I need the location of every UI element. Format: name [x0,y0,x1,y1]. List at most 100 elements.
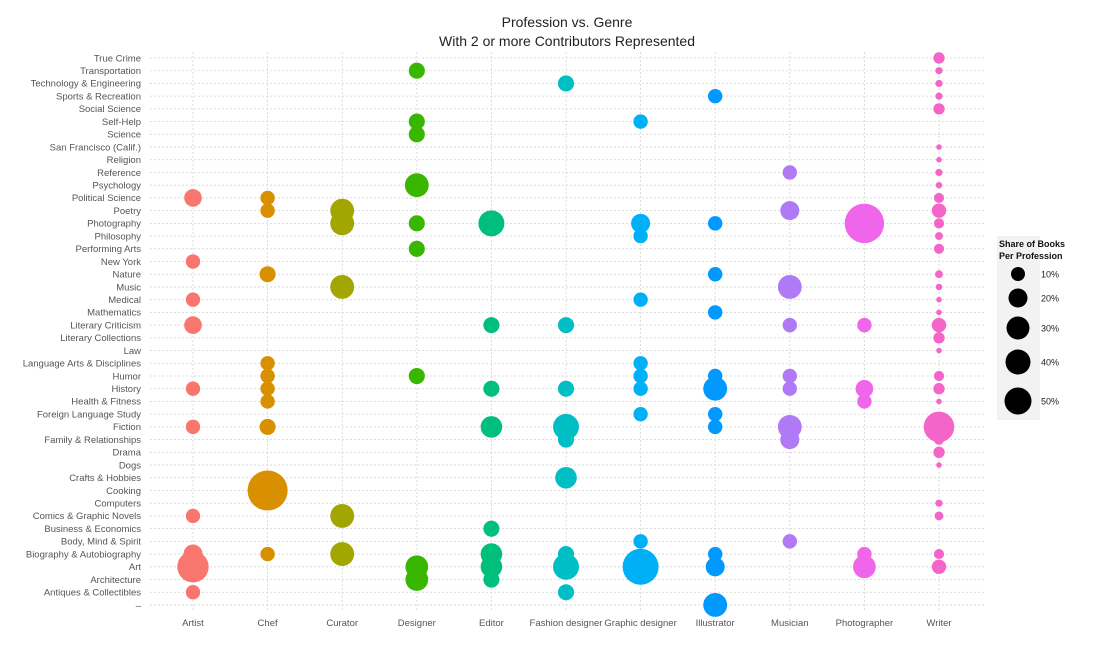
x-tick-label: Chef [258,618,278,629]
x-tick-label: Writer [926,618,951,629]
bubble [933,332,945,344]
bubble [480,556,503,578]
bubble [936,309,942,316]
bubble [553,553,579,580]
bubble [708,88,723,104]
y-tick-label: True Crime [94,53,141,64]
bubble [260,203,275,218]
bubble [631,213,651,233]
legend-circle [1004,387,1032,415]
bubble [260,356,275,371]
x-tick-label: Editor [479,618,504,629]
bubble [185,585,201,600]
legend-title-line1: Share of Books [999,239,1065,249]
x-axis-tick-labels: Artist Chef Curator Designer Editor Fashion d… [182,618,951,629]
bubble [933,383,945,395]
bubble [478,210,505,237]
y-tick-label: – [136,600,142,611]
bubble [260,381,275,396]
chart-title: Profession vs. Genre [502,14,633,30]
y-tick-label: Self-Help [102,117,141,128]
bubble [936,347,942,354]
bubble [633,114,648,129]
bubble [708,546,723,562]
bubble [259,418,276,435]
y-tick-label: San Francisco (Calif.) [50,142,141,153]
y-tick-label: Law [124,346,142,357]
bubble [708,216,723,231]
bubble [557,317,575,334]
bubble [935,181,943,189]
y-tick-label: Medical [108,295,141,306]
bubble [408,126,425,143]
bubble [857,394,872,409]
y-tick-label: Art [129,562,142,573]
legend-label: 30% [1041,323,1059,333]
bubble [247,470,288,511]
x-tick-label: Illustrator [696,618,735,629]
bubble [405,568,429,591]
y-tick-label: Dogs [119,460,141,471]
bubble [935,499,943,507]
bubble [633,228,648,244]
y-axis-tick-labels: True Crime Transportation Technology & Eng… [23,53,142,611]
y-tick-label: Performing Arts [76,244,142,255]
bubble [330,211,355,236]
bubble [708,406,723,422]
bubble [936,398,942,405]
bubble [933,434,945,445]
y-tick-label: Family & Relationships [44,435,141,446]
bubble [408,367,425,385]
y-tick-label: Mathematics [87,308,141,319]
bubble [177,551,209,583]
y-tick-label: Architecture [90,575,141,586]
bubble [782,317,797,333]
bubble [933,446,945,459]
bubble [933,548,945,560]
y-tick-label: Comics & Graphic Novels [33,511,141,522]
bubble [633,292,648,307]
bubble [408,215,425,232]
bubble [931,203,947,218]
bubble [933,52,945,64]
x-tick-label: Musician [771,618,809,629]
bubble [933,218,945,229]
legend-label: 20% [1041,293,1059,303]
y-tick-label: Language Arts & Disciplines [23,359,142,370]
bubble [782,368,797,384]
bubble [330,503,355,528]
bubble [935,232,943,241]
y-tick-label: Humor [112,371,141,382]
legend-title-line2: Per Profession [999,251,1063,261]
y-tick-label: Foreign Language Study [37,409,141,420]
y-tick-label: Photography [87,219,141,230]
y-tick-label: Literary Criticism [70,320,141,331]
bubble [931,559,947,574]
bubble [633,381,648,396]
bubble [853,555,876,579]
y-tick-label: Business & Economics [44,524,141,535]
bubble [184,316,202,334]
y-tick-label: Sports & Recreation [56,91,141,102]
y-tick-label: Antiques & Collectibles [44,588,141,599]
bubble [936,144,942,150]
x-tick-label: Graphic designer [604,618,676,629]
bubble [483,571,500,588]
bubble [185,508,201,524]
bubble [408,113,425,130]
bubble [185,381,201,396]
bubble [705,557,725,577]
bubble [259,266,276,283]
bubble [260,394,275,409]
y-tick-label: Crafts & Hobbies [69,473,141,484]
y-tick-label: Technology & Engineering [31,79,141,90]
legend-entries: 10% 20% 30% 40% 50% [1004,267,1059,415]
x-tick-label: Designer [398,618,436,629]
bubble [935,168,943,177]
bubble [931,317,947,333]
x-tick-label: Artist [182,618,204,629]
bubble [633,406,648,422]
bubble [935,283,943,291]
bubble [633,356,648,371]
